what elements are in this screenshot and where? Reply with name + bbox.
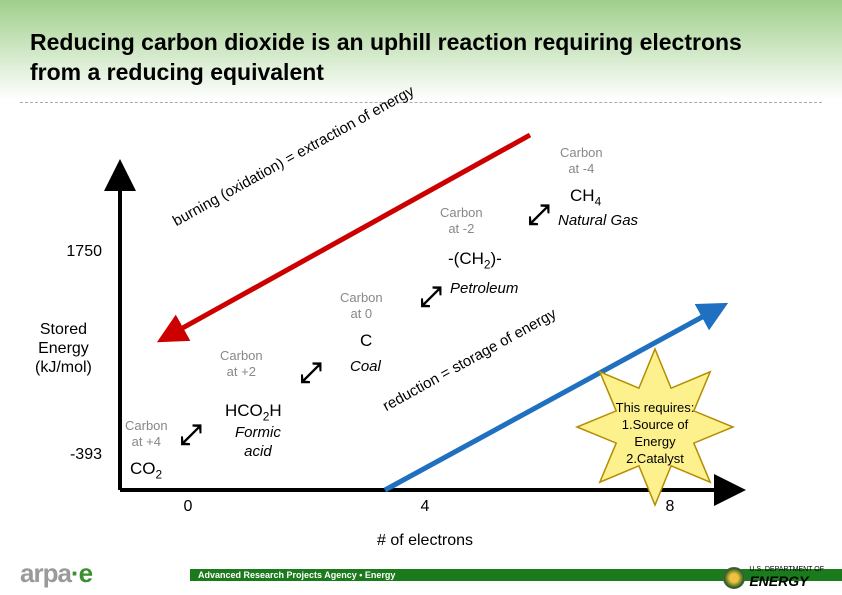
formula-label: -(CH2)- <box>448 248 502 272</box>
formula-label: CH4 <box>570 185 601 209</box>
x-tick: 8 <box>666 498 675 516</box>
arpae-logo: arpa·e <box>20 558 92 589</box>
energy-logo: U.S. DEPARTMENT OFENERGY <box>723 567 824 589</box>
bidirectional-arrow-icon: ⤡ <box>415 285 448 307</box>
y-tick: -393 <box>70 446 102 464</box>
x-tick: 4 <box>421 498 430 516</box>
substance-name: Petroleum <box>450 280 518 299</box>
data-point: Carbonat -2 <box>440 205 483 238</box>
formula-label: CO2 <box>130 458 162 482</box>
divider <box>20 102 822 103</box>
bidirectional-arrow-icon: ⤡ <box>295 361 328 383</box>
substance-name: Natural Gas <box>558 212 638 231</box>
bidirectional-arrow-icon: ⤡ <box>175 423 208 445</box>
x-tick: 0 <box>184 498 193 516</box>
substance-name: Formicacid <box>235 424 281 462</box>
footer-text: Advanced Research Projects Agency • Ener… <box>198 570 395 580</box>
energy-seal-icon <box>723 567 745 589</box>
formula-label: C <box>360 330 372 351</box>
formula-label: HCO2H <box>225 400 282 424</box>
substance-name: Coal <box>350 358 381 377</box>
star-callout-text: This requires:1.Source ofEnergy2.Catalys… <box>580 400 730 468</box>
x-axis-label: # of electrons <box>30 532 820 550</box>
y-tick: 1750 <box>66 243 102 261</box>
data-point: Carbonat +2 <box>220 348 263 381</box>
data-point: Carbonat 0 <box>340 290 383 323</box>
page-title: Reducing carbon dioxide is an uphill rea… <box>30 28 790 88</box>
data-point: Carbonat -4 <box>560 145 603 178</box>
y-axis-label: StoredEnergy(kJ/mol) <box>35 320 92 378</box>
energy-chart: StoredEnergy(kJ/mol) # of electrons 1750… <box>30 120 820 540</box>
data-point: Carbonat +4 <box>125 418 168 451</box>
bidirectional-arrow-icon: ⤡ <box>523 203 556 225</box>
